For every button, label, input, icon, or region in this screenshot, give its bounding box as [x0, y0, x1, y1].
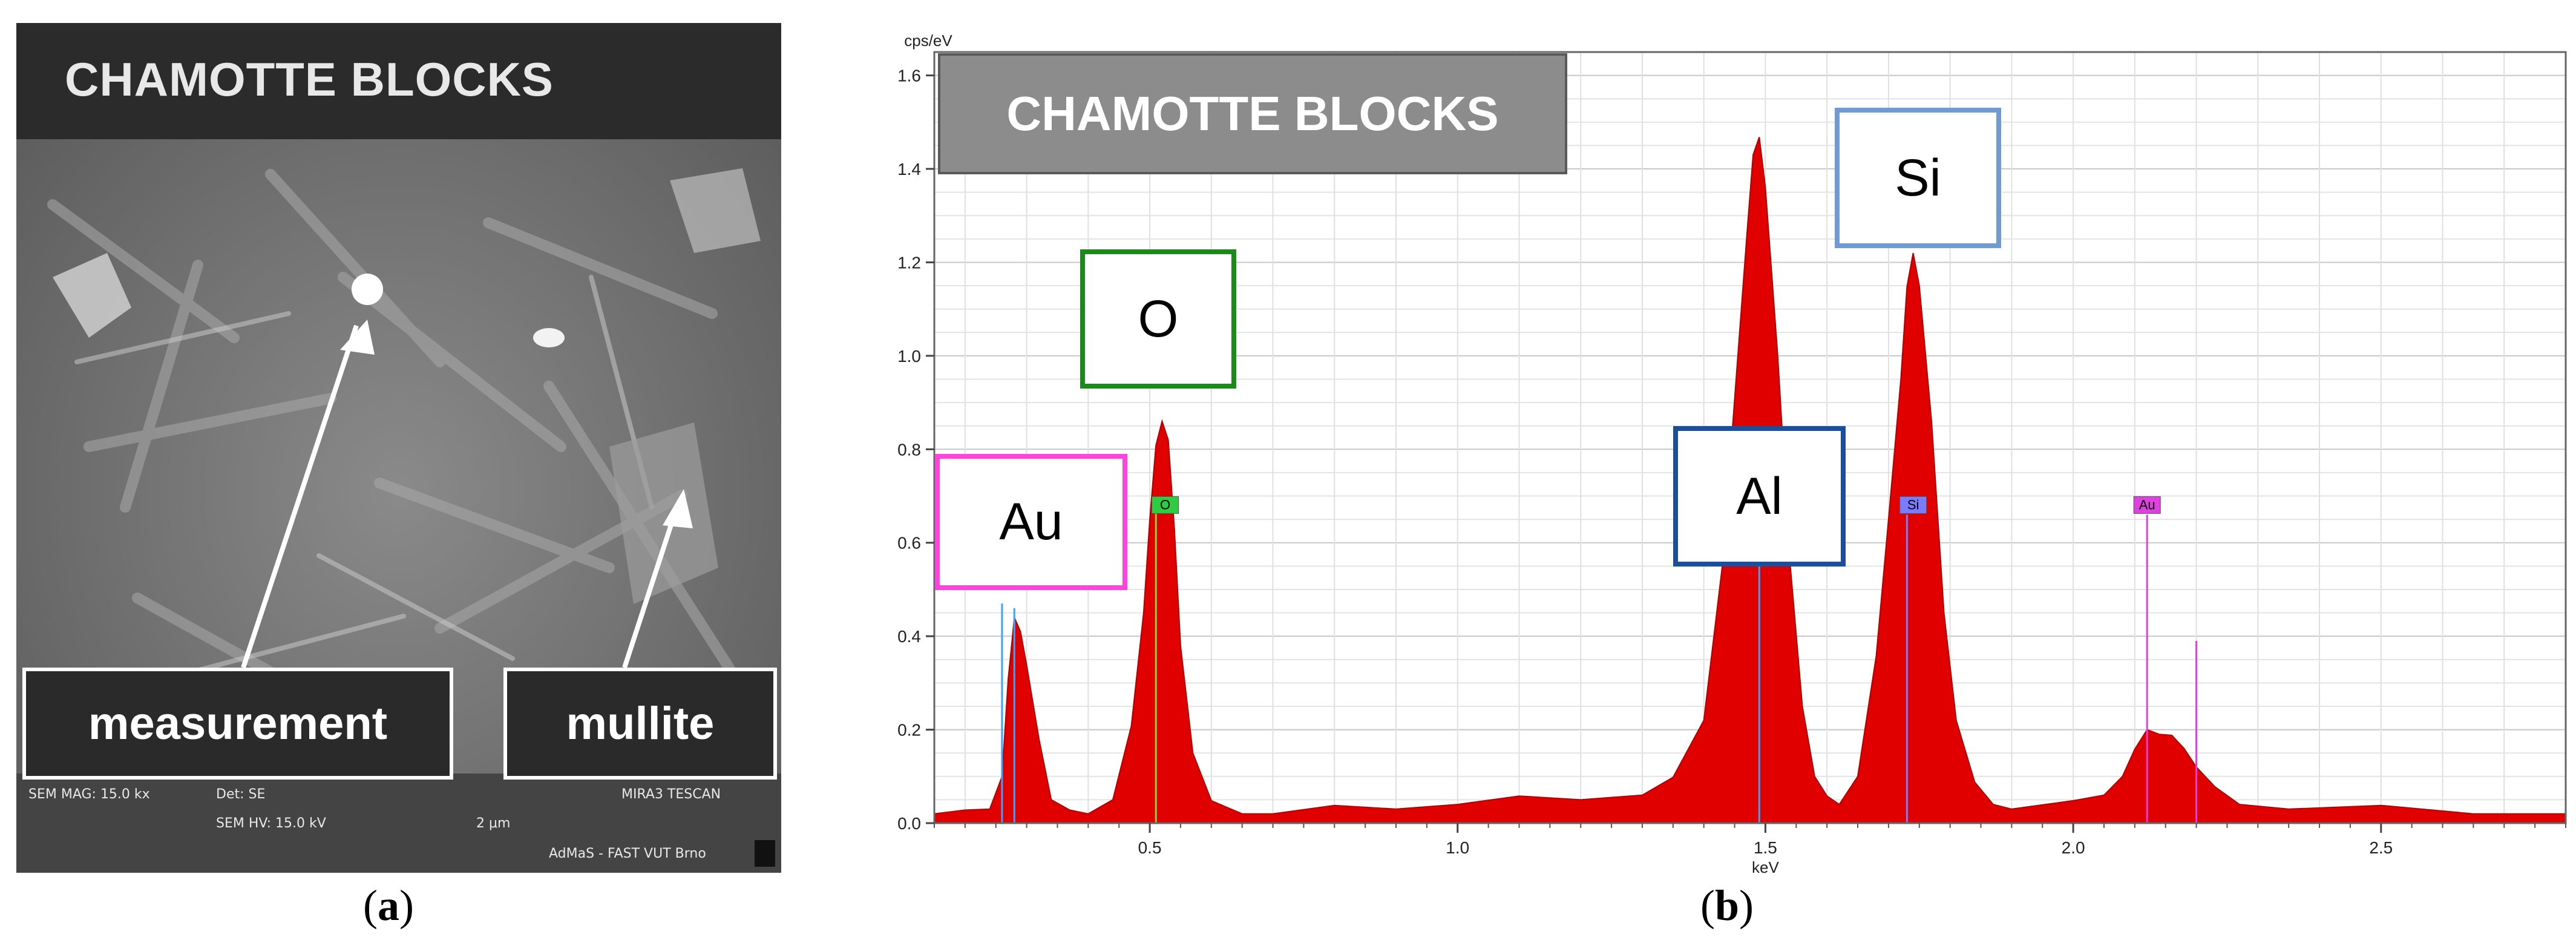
marker-box-si	[1899, 496, 1927, 514]
y-tick-label: 0.0	[897, 814, 921, 833]
logo-block	[755, 840, 775, 867]
sem-mag: SEM MAG: 15.0 kx	[28, 787, 150, 802]
y-tick-label: 1.2	[897, 253, 921, 272]
sem-lab: AdMaS - FAST VUT Brno	[549, 846, 706, 861]
sem-title: CHAMOTTE BLOCKS	[65, 53, 554, 106]
sem-hv: SEM HV: 15.0 kV	[216, 816, 326, 831]
marker-label-o: O	[1160, 497, 1170, 512]
sem-micrograph-panel: CHAMOTTE BLOCKS SEM MAG: 15.0 kx Det: SE…	[16, 23, 781, 873]
marker-box-o	[1152, 496, 1179, 514]
chart-ticks: 0.0 0.2 0.4 0.6 0.8 1.0 1.2 1.4 1.6 0.5 1.0 1.5 2.0 2…	[897, 31, 2566, 876]
x-tick-label: 0.5	[1138, 838, 1162, 857]
marker-label-au: Au	[2139, 497, 2155, 512]
x-tick-label: 2.5	[2369, 838, 2393, 857]
chart-title: CHAMOTTE BLOCKS	[1006, 87, 1499, 140]
sem-title-bar	[16, 23, 781, 139]
annotation-al: Al	[1673, 426, 1846, 567]
element-lines: O Si Au	[1001, 496, 2198, 823]
caption-b: (b)	[1700, 881, 1754, 930]
y-tick-label: 0.8	[897, 440, 921, 459]
x-tick-label: 1.5	[1754, 838, 1777, 857]
y-tick-label: 1.6	[897, 67, 921, 85]
y-tick-label: 1.4	[897, 160, 921, 179]
measurement-label: measurement	[22, 668, 453, 780]
y-tick-label: 0.6	[897, 534, 921, 553]
annotation-o: O	[1080, 249, 1236, 389]
annotation-si: Si	[1835, 108, 2001, 248]
y-axis-label: cps/eV	[904, 31, 952, 50]
sem-detector: Det: SE	[216, 787, 266, 802]
chart-axes	[933, 51, 2567, 824]
x-tick-label: 1.0	[1446, 838, 1469, 857]
sem-scale: 2 μm	[476, 816, 511, 831]
mullite-label: mullite	[503, 668, 777, 780]
chart-title-box: CHAMOTTE BLOCKS	[938, 53, 1567, 174]
x-axis-label: keV	[1752, 858, 1779, 876]
marker-label-si: Si	[1907, 497, 1919, 512]
caption-a: (a)	[363, 881, 414, 930]
plot-frame	[933, 51, 2567, 824]
y-tick-label: 1.0	[897, 347, 921, 366]
y-tick-label: 0.4	[897, 627, 921, 646]
x-tick-label: 2.0	[2062, 838, 2085, 857]
eds-spectrum-panel: O Si Au 0.0 0.2 0.4 0.6 0.8 1.0 1.2 1.4 1.6 0.5 1.0 1…	[859, 23, 2576, 882]
sem-info-bar: SEM MAG: 15.0 kx Det: SE SEM HV: 15.0 kV…	[16, 774, 781, 873]
marker-box-au	[2133, 496, 2161, 514]
y-tick-label: 0.2	[897, 721, 921, 740]
sem-instrument: MIRA3 TESCAN	[621, 787, 721, 802]
annotation-au: Au	[935, 454, 1127, 590]
